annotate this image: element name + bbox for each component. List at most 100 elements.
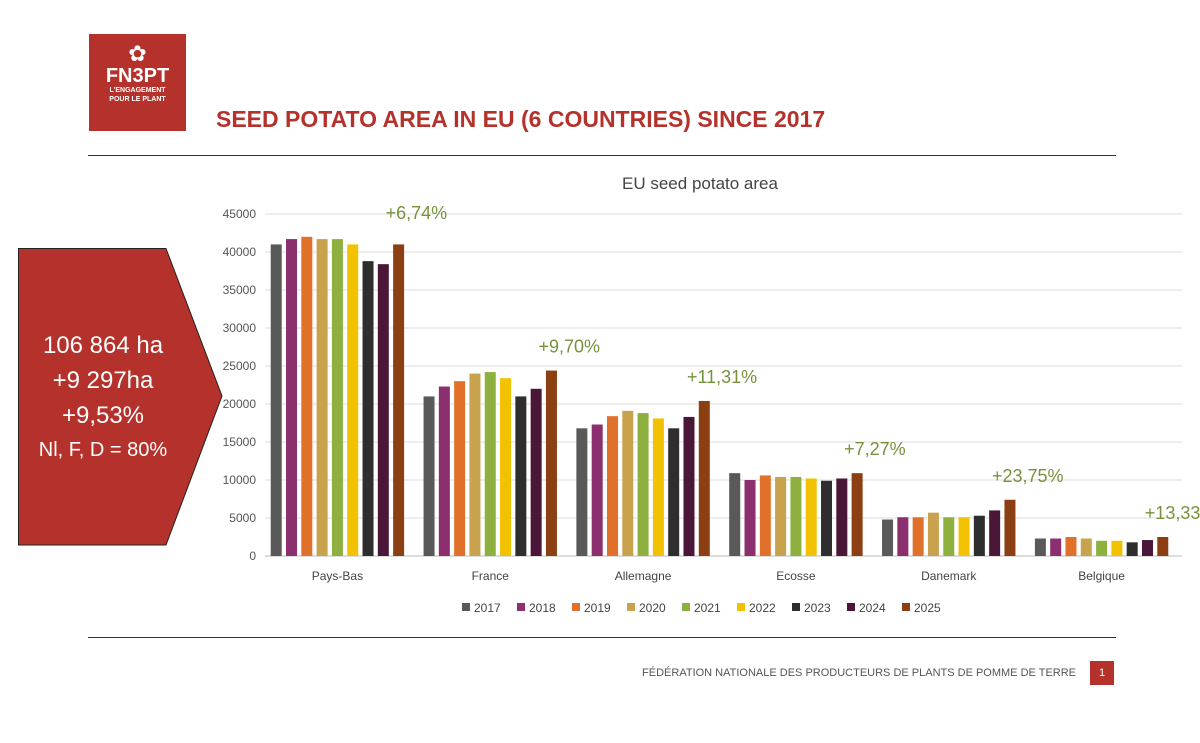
bar-2021-Allemagne [637, 413, 649, 556]
bar-2024-France [530, 388, 542, 556]
legend-swatch-2023 [792, 603, 800, 611]
legend-swatch-2019 [572, 603, 580, 611]
bar-2017-Belgique [1034, 538, 1046, 556]
bar-2020-Allemagne [622, 410, 634, 556]
growth-annotation: +23,75% [992, 466, 1064, 486]
potato-logo-icon: ✿ [128, 41, 147, 66]
callout-increase-pct: +9,53% [61, 402, 145, 429]
bar-2023-Pays-Bas [362, 261, 374, 556]
growth-annotation: +7,27% [844, 439, 906, 459]
bar-2023-Ecosse [821, 480, 833, 556]
bar-chart: EU seed potato area 0 5000 10000 15000 20000 2… [223, 174, 1200, 615]
bar-2020-Danemark [927, 512, 939, 556]
bar-2020-Ecosse [775, 476, 787, 556]
bar-2020-France [469, 373, 481, 556]
bar-2018-Ecosse [744, 480, 756, 556]
chart-title: EU seed potato area [622, 174, 778, 193]
x-tick-label: Allemagne [615, 569, 672, 583]
page-number: 1 [1090, 661, 1114, 685]
bar-2023-Danemark [973, 515, 985, 556]
y-tick-label: 10000 [223, 473, 257, 487]
bar-2019-Belgique [1065, 537, 1077, 556]
callout-arrow-shape [18, 248, 223, 546]
growth-annotation: +11,31% [687, 367, 757, 387]
top-divider [88, 155, 1116, 156]
growth-annotation: +9,70% [538, 337, 600, 357]
bar-2024-Belgique [1141, 540, 1153, 556]
y-tick-label: 40000 [223, 245, 257, 259]
legend-swatch-2024 [847, 603, 855, 611]
legend-swatch-2022 [737, 603, 745, 611]
legend-label: 2019 [584, 601, 611, 615]
bar-2019-Pays-Bas [301, 236, 313, 557]
y-tick-label: 45000 [223, 207, 257, 221]
y-tick-label: 20000 [223, 397, 257, 411]
bar-2018-Danemark [897, 517, 909, 556]
legend-label: 2020 [639, 601, 666, 615]
legend-swatch-2018 [517, 603, 525, 611]
y-tick-label: 35000 [223, 283, 257, 297]
footer-text: FÉDÉRATION NATIONALE DES PRODUCTEURS DE … [642, 667, 1076, 679]
fn3pt-logo: ✿ FN3PT L'ENGAGEMENT POUR LE PLANT [89, 34, 186, 131]
bar-2024-Allemagne [683, 416, 695, 556]
growth-annotation: +6,74% [386, 203, 448, 223]
bar-2019-Danemark [912, 517, 924, 556]
page-title: SEED POTATO AREA IN EU (6 COUNTRIES) SIN… [216, 106, 826, 132]
bar-2021-Ecosse [790, 476, 802, 556]
bar-2024-Ecosse [836, 478, 848, 556]
bar-2025-Danemark [1004, 499, 1016, 556]
bar-2017-Allemagne [576, 428, 588, 556]
x-tick-label: Pays-Bas [312, 569, 363, 583]
y-tick-label: 5000 [229, 511, 256, 525]
legend-label: 2023 [804, 601, 831, 615]
bar-2025-Belgique [1157, 537, 1169, 556]
bar-2021-France [484, 372, 496, 556]
logo-name: FN3PT [105, 65, 170, 87]
bar-2017-Danemark [882, 519, 894, 556]
bar-2022-Allemagne [652, 418, 664, 556]
bar-2023-Belgique [1126, 542, 1138, 556]
bar-2017-Pays-Bas [270, 244, 282, 556]
y-tick-label: 30000 [223, 321, 257, 335]
bar-2023-France [515, 396, 527, 556]
growth-annotation: +13,33% [1145, 503, 1200, 523]
bar-2025-France [545, 370, 557, 556]
legend-swatch-2025 [902, 603, 910, 611]
bar-2022-Ecosse [805, 478, 817, 556]
legend-label: 2022 [749, 601, 776, 615]
bar-2022-France [500, 378, 512, 556]
bar-2019-France [454, 381, 466, 556]
x-tick-label: Belgique [1078, 569, 1125, 583]
legend-label: 2024 [859, 601, 886, 615]
legend-label: 2025 [914, 601, 941, 615]
bar-2020-Belgique [1080, 538, 1092, 556]
legend-swatch-2021 [682, 603, 690, 611]
bar-2021-Pays-Bas [331, 239, 343, 556]
bar-2019-Allemagne [606, 416, 618, 556]
legend-label: 2018 [529, 601, 556, 615]
bar-2025-Allemagne [698, 400, 710, 556]
bar-2025-Ecosse [851, 473, 863, 556]
bar-2021-Belgique [1096, 540, 1108, 556]
summary-callout: 106 864 ha +9 297ha +9,53% Nl, F, D = 80… [18, 248, 224, 546]
x-tick-label: Ecosse [776, 569, 816, 583]
y-tick-label: 25000 [223, 359, 257, 373]
x-tick-label: France [472, 569, 510, 583]
legend-swatch-2020 [627, 603, 635, 611]
legend-label: 2017 [474, 601, 501, 615]
bar-2018-Belgique [1050, 538, 1062, 556]
bar-2017-France [423, 396, 435, 556]
bar-2018-Pays-Bas [286, 239, 298, 556]
bar-2024-Pays-Bas [377, 264, 389, 556]
bar-2019-Ecosse [759, 475, 771, 556]
y-tick-label: 15000 [223, 435, 257, 449]
logo-tagline-2: POUR LE PLANT [109, 96, 166, 103]
bar-2022-Belgique [1111, 540, 1123, 556]
legend-swatch-2017 [462, 603, 470, 611]
y-tick-label: 0 [249, 549, 256, 563]
callout-total-area: 106 864 ha [42, 332, 164, 359]
bar-2018-Allemagne [591, 424, 603, 556]
bar-2021-Danemark [943, 517, 955, 556]
bar-2022-Danemark [958, 517, 970, 556]
x-tick-label: Danemark [921, 569, 977, 583]
